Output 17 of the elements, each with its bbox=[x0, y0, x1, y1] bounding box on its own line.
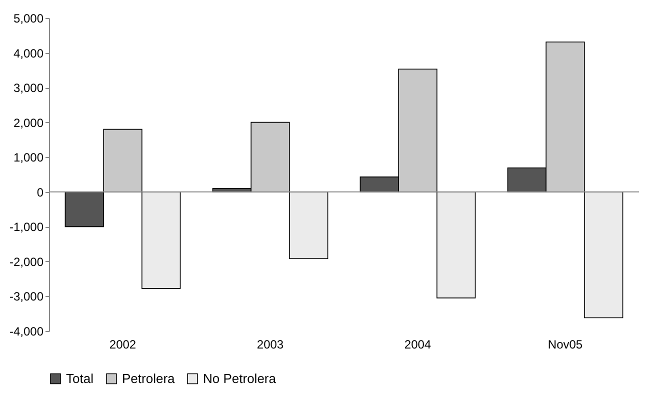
y-tick-label: -4,000 bbox=[9, 324, 44, 338]
y-tick-label: -2,000 bbox=[9, 254, 44, 269]
legend-label: Total bbox=[66, 370, 94, 386]
y-tick-label: 0 bbox=[36, 185, 44, 200]
y-tick-label: -3,000 bbox=[9, 290, 44, 304]
y-tick-label: 1,000 bbox=[13, 150, 44, 165]
legend-label: No Petrolera bbox=[203, 370, 277, 386]
x-tick-label: Nov05 bbox=[548, 338, 583, 352]
y-tick-label: 2,000 bbox=[13, 116, 44, 130]
y-tick-label: 3,000 bbox=[13, 81, 44, 96]
y-tick-label: -1,000 bbox=[9, 220, 44, 234]
y-tick-label: 5,000 bbox=[13, 12, 44, 26]
legend-label: Petrolera bbox=[122, 370, 176, 386]
x-tick-label: 2002 bbox=[109, 338, 136, 352]
x-tick-label: 2004 bbox=[404, 338, 432, 352]
y-tick-label: 4,000 bbox=[13, 46, 44, 60]
x-tick-label: 2003 bbox=[256, 338, 284, 352]
